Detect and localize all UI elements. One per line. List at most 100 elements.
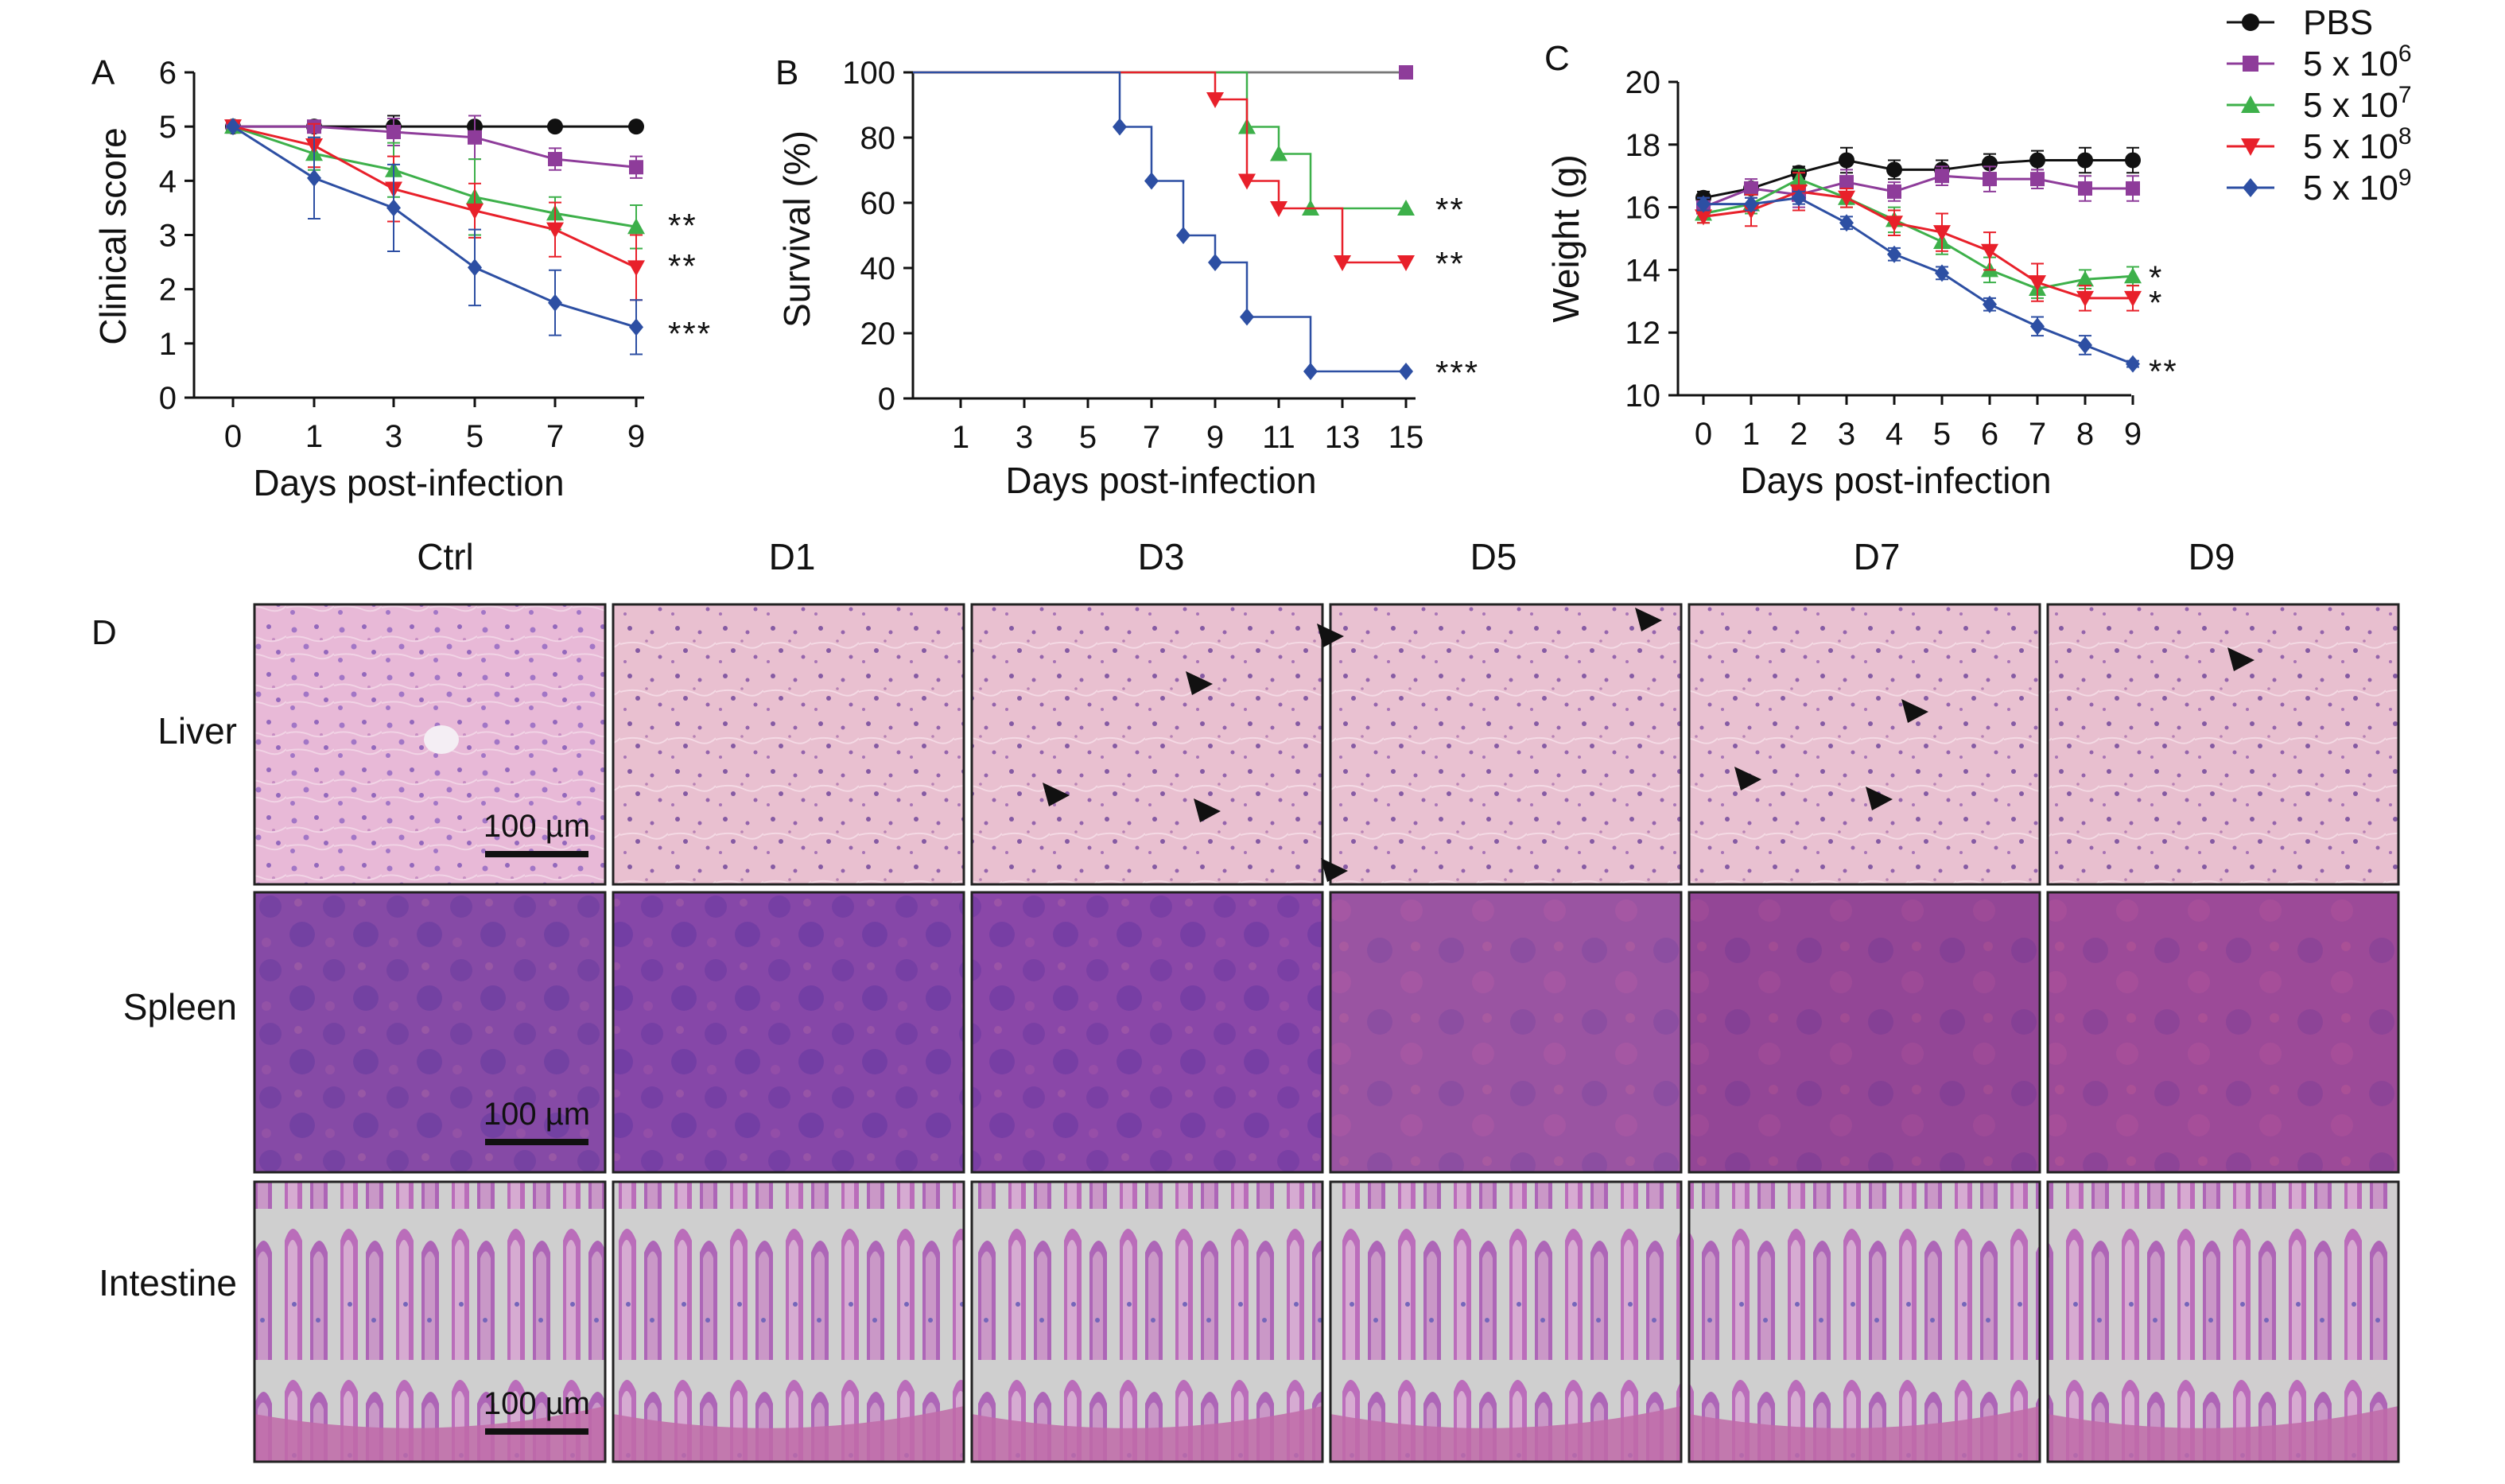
legend-label: PBS bbox=[2303, 3, 2373, 42]
data-point bbox=[1839, 214, 1854, 232]
x-tick-label: 9 bbox=[627, 419, 645, 454]
panel-letter-a: A bbox=[91, 53, 115, 92]
tile-texture bbox=[2048, 604, 2398, 884]
muscularis-layer bbox=[254, 1406, 605, 1462]
x-tick-label: 11 bbox=[1262, 420, 1295, 455]
data-point bbox=[1838, 190, 1855, 207]
y-tick-label: 4 bbox=[159, 164, 177, 199]
panel-b-x-axis-title: Days post-infection bbox=[1005, 460, 1316, 501]
legend-marker bbox=[2241, 138, 2260, 156]
y-tick-label: 2 bbox=[159, 273, 177, 308]
data-point bbox=[386, 199, 401, 217]
panel-a-significance: ******* bbox=[668, 207, 712, 352]
scale-bar-label: 100 µm bbox=[484, 1386, 590, 1421]
data-point bbox=[629, 318, 643, 336]
legend-label: 5 x 107 bbox=[2303, 82, 2412, 125]
y-tick-label: 10 bbox=[1625, 379, 1661, 414]
tile-border bbox=[253, 891, 607, 1174]
histology-tiles: 100 µm 100 µm 100 µm bbox=[253, 603, 2400, 1463]
data-point bbox=[1935, 264, 1949, 282]
x-tick-label: 9 bbox=[2124, 417, 2142, 452]
data-point bbox=[2078, 336, 2092, 354]
series-line bbox=[1703, 177, 2134, 290]
tile-border bbox=[2046, 603, 2400, 886]
tile-liver-d5 bbox=[1317, 603, 1683, 886]
panel-a-series bbox=[224, 115, 645, 355]
y-tick-label: 14 bbox=[1625, 253, 1661, 288]
legend-marker bbox=[2242, 14, 2259, 31]
tile-texture bbox=[1330, 892, 1681, 1172]
y-tick-label: 6 bbox=[159, 56, 177, 91]
tile-intestine-d3 bbox=[970, 1180, 1324, 1463]
significance-mark: * bbox=[2149, 284, 2163, 321]
data-point bbox=[1792, 188, 1806, 207]
survival-step-line bbox=[913, 71, 1406, 373]
data-point bbox=[2124, 290, 2142, 307]
tile-border bbox=[970, 603, 1324, 886]
data-point bbox=[548, 152, 562, 167]
arrowhead-marker bbox=[1901, 699, 1928, 723]
tile-border bbox=[612, 603, 965, 886]
tile-spleen-d7 bbox=[1687, 891, 2041, 1174]
significance-mark: *** bbox=[1435, 354, 1479, 391]
tile-liver-d3 bbox=[970, 603, 1324, 886]
tile-border bbox=[612, 891, 965, 1174]
column-header-d3: D3 bbox=[1138, 536, 1185, 577]
tile-border bbox=[1687, 891, 2041, 1174]
data-point bbox=[1886, 216, 1903, 232]
significance-mark: ** bbox=[2149, 352, 2178, 390]
data-point bbox=[1270, 200, 1287, 217]
tile-texture bbox=[254, 1182, 605, 1462]
data-point bbox=[1238, 173, 1256, 190]
y-tick-label: 0 bbox=[878, 382, 895, 417]
data-point bbox=[627, 260, 645, 277]
x-tick-label: 2 bbox=[1790, 417, 1808, 452]
data-point bbox=[628, 118, 644, 135]
muscularis-layer bbox=[972, 1406, 1322, 1462]
tile-intestine-d5 bbox=[1329, 1180, 1683, 1463]
x-tick-label: 9 bbox=[1206, 420, 1224, 455]
data-point bbox=[2029, 152, 2045, 169]
data-point bbox=[2029, 275, 2046, 292]
data-point bbox=[1176, 227, 1190, 244]
x-tick-label: 7 bbox=[2029, 417, 2046, 452]
series-line bbox=[1703, 196, 2134, 365]
significance-mark: * bbox=[2149, 258, 2163, 296]
series-5x10-7 bbox=[224, 118, 645, 250]
data-point bbox=[1839, 175, 1854, 190]
data-point bbox=[1144, 172, 1159, 190]
tile-border bbox=[1687, 603, 2041, 886]
data-point bbox=[468, 130, 482, 145]
tile-texture bbox=[972, 604, 1322, 884]
x-tick-label: 4 bbox=[1886, 417, 1903, 452]
row-header-liver: Liver bbox=[157, 710, 237, 752]
panel-letter-c: C bbox=[1544, 39, 1570, 78]
arrowhead-marker bbox=[1866, 787, 1893, 810]
tile-border bbox=[970, 891, 1324, 1174]
data-point bbox=[1933, 225, 1951, 242]
data-point bbox=[2126, 181, 2140, 196]
series-line bbox=[232, 125, 637, 269]
tile-texture bbox=[613, 892, 964, 1172]
tile-liver-d1 bbox=[612, 603, 965, 886]
x-tick-label: 3 bbox=[1838, 417, 1855, 452]
y-tick-label: 0 bbox=[159, 381, 177, 416]
series-5x10-8 bbox=[913, 71, 1415, 272]
histology-column-headers: Ctrl D1 D3 D5 D7 D9 bbox=[417, 536, 2235, 577]
tile-border bbox=[2046, 891, 2400, 1174]
legend-label: 5 x 109 bbox=[2303, 165, 2412, 208]
data-point bbox=[2076, 290, 2094, 307]
x-tick-label: 0 bbox=[224, 419, 242, 454]
data-point bbox=[2076, 270, 2094, 287]
arrowhead-marker bbox=[1635, 608, 1662, 631]
arrowhead-marker bbox=[1317, 624, 1344, 647]
significance-mark: *** bbox=[668, 315, 712, 352]
tile-liver-d9 bbox=[2046, 603, 2400, 886]
data-point bbox=[2078, 181, 2092, 196]
data-point bbox=[2030, 317, 2045, 336]
muscularis-layer bbox=[613, 1406, 964, 1462]
x-tick-label: 6 bbox=[1981, 417, 1998, 452]
y-tick-label: 16 bbox=[1625, 191, 1661, 226]
tile-texture bbox=[254, 892, 605, 1172]
